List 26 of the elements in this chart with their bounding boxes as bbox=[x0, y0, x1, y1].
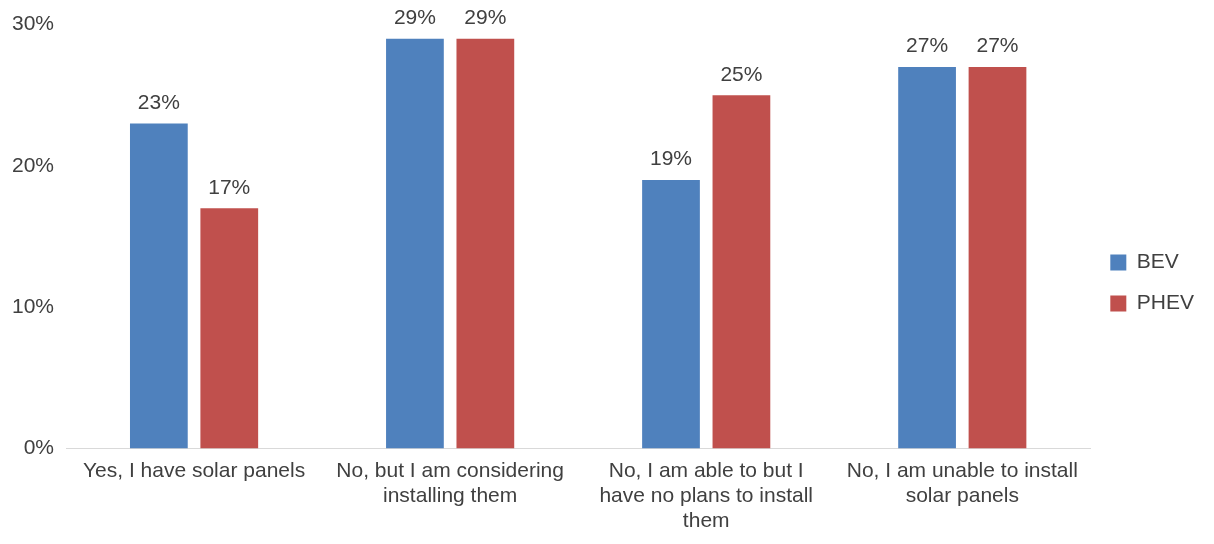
bar bbox=[456, 38, 515, 449]
y-tick-label: 30% bbox=[12, 11, 55, 35]
bar bbox=[968, 66, 1027, 449]
legend-label: BEV bbox=[1136, 249, 1179, 273]
bar bbox=[386, 38, 444, 449]
data-label: 25% bbox=[720, 61, 763, 85]
bar bbox=[712, 95, 771, 449]
bar bbox=[898, 66, 956, 449]
data-label: 29% bbox=[464, 5, 507, 29]
x-tick-label: Yes, I have solar panels bbox=[82, 457, 306, 481]
bar bbox=[200, 208, 259, 449]
data-label: 17% bbox=[208, 174, 251, 198]
x-tick-label: No, I am able to but I have no plans to install them bbox=[599, 457, 814, 532]
data-label: 29% bbox=[393, 5, 436, 29]
y-tick-label: 10% bbox=[12, 293, 55, 317]
data-label: 27% bbox=[906, 33, 949, 57]
y-tick-label: 20% bbox=[12, 152, 55, 176]
legend-label: PHEV bbox=[1136, 290, 1194, 314]
x-tick-label: No, but I am considering installing them bbox=[336, 457, 564, 506]
data-label: 23% bbox=[137, 89, 180, 113]
data-label: 19% bbox=[649, 146, 693, 170]
data-label: 27% bbox=[976, 33, 1019, 57]
bar bbox=[129, 123, 188, 449]
x-tick-label: No, I am unable to install solar panels bbox=[846, 457, 1078, 506]
bar bbox=[642, 179, 700, 449]
y-tick-label: 0% bbox=[23, 435, 55, 459]
